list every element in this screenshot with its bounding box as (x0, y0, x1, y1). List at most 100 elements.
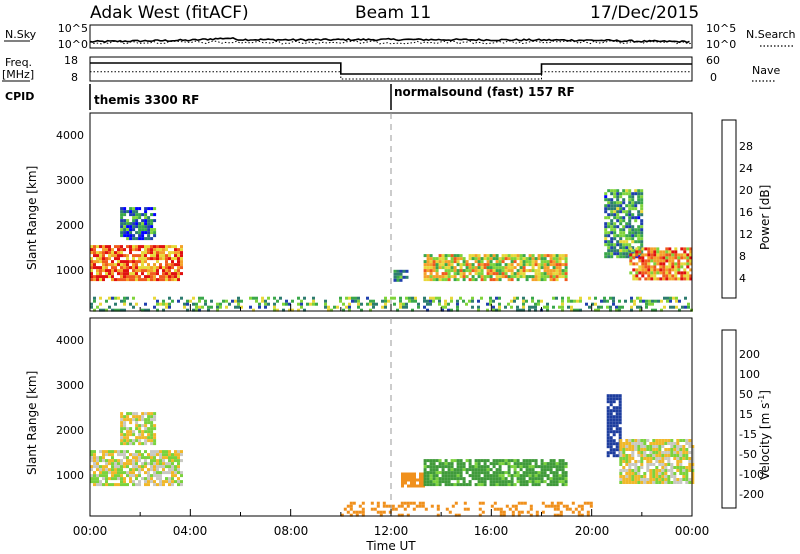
scatter-cell-0 (159, 257, 162, 261)
scatter-cell-3 (558, 254, 562, 258)
scatter-cell-6 (372, 302, 375, 306)
scatter-cell-3 (429, 480, 433, 484)
scatter-cell-4 (631, 204, 635, 208)
scatter-cell-3 (552, 459, 556, 463)
scatter-cell-5 (661, 445, 665, 448)
scatter-cell-0 (156, 474, 159, 478)
scatter-cell-6 (276, 308, 279, 312)
scatter-cell-3 (546, 260, 550, 264)
scatter-cell-5 (674, 265, 678, 269)
scatter-cell-4 (604, 204, 608, 208)
scatter-cell-3 (552, 474, 556, 478)
scatter-cell-4 (637, 252, 641, 256)
scatter-cell-6 (531, 296, 534, 300)
scatter-cell-3 (534, 257, 538, 261)
scatter-cell-6 (507, 302, 510, 306)
scatter-cell-1 (153, 213, 157, 217)
scatter-cell-5 (631, 448, 635, 451)
scatter-cell-3 (468, 272, 472, 276)
scatter-cell-3 (432, 459, 436, 463)
scatter-cell-6 (111, 296, 114, 300)
scatter-cell-0 (108, 248, 111, 252)
scatter-cell-4 (634, 231, 638, 235)
scatter-cell-5 (685, 451, 689, 454)
scatter-cell-5 (661, 460, 665, 463)
scatter-cell-3 (465, 260, 469, 264)
scatter-cell-3 (480, 263, 484, 267)
scatter-cell-4 (612, 394, 616, 398)
scatter-cell-0 (165, 263, 168, 267)
scatter-cell-3 (549, 480, 553, 484)
scatter-cell-3 (453, 254, 457, 258)
scatter-cell-6 (489, 299, 492, 303)
freq-label: Freq. (5, 56, 32, 69)
scatter-cell-3 (429, 254, 433, 258)
scatter-cell-1 (120, 433, 124, 437)
scatter-cell-3 (492, 471, 496, 475)
scatter-cell-3 (513, 254, 517, 258)
scatter-cell-3 (492, 483, 496, 487)
scatter-cell-6 (186, 302, 189, 306)
scatter-cell-6 (520, 501, 524, 505)
scatter-cell-5 (652, 439, 656, 442)
scatter-cell-6 (198, 296, 201, 300)
scatter-cell-6 (561, 308, 564, 312)
scatter-cell-0 (126, 269, 129, 273)
scatter-cell-5 (676, 460, 680, 463)
scatter-cell-3 (498, 459, 502, 463)
scatter-cell-3 (477, 477, 481, 481)
scatter-cell-5 (625, 448, 629, 451)
scatter-cell-3 (441, 462, 445, 466)
scatter-cell-1 (129, 442, 133, 446)
scatter-cell-5 (628, 448, 632, 451)
scatter-cell-6 (102, 308, 105, 312)
scatter-cell-3 (495, 269, 499, 273)
scatter-cell-3 (558, 468, 562, 472)
scatter-cell-3 (456, 257, 460, 261)
scatter-cell-5 (677, 277, 681, 281)
scatter-cell-2 (419, 475, 422, 479)
scatter-cell-5 (652, 454, 656, 457)
velocity-ytick-2000: 2000 (56, 424, 84, 437)
scatter-cell-0 (156, 483, 159, 487)
velocity-ytick-3000: 3000 (56, 379, 84, 392)
scatter-cell-3 (447, 269, 451, 273)
scatter-cell-6 (534, 305, 537, 309)
scatter-cell-3 (474, 465, 478, 469)
scatter-cell-6 (93, 296, 96, 300)
scatter-cell-0 (126, 459, 129, 463)
scatter-cell-3 (483, 257, 487, 261)
scatter-cell-0 (126, 275, 129, 279)
scatter-cell-3 (528, 260, 532, 264)
scatter-cell-0 (150, 269, 153, 273)
scatter-cell-6 (370, 501, 374, 505)
scatter-cell-3 (447, 462, 451, 466)
scatter-cell-3 (507, 459, 511, 463)
scatter-cell-0 (150, 275, 153, 279)
scatter-cell-1 (144, 222, 148, 226)
velocity-ylabel: Slant Range [km] (25, 371, 39, 475)
power-cbar-tick-20: 20 (739, 184, 753, 197)
scatter-cell-6 (499, 510, 503, 514)
scatter-cell-3 (531, 483, 535, 487)
scatter-cell-6 (90, 305, 93, 309)
scatter-cell-4 (631, 228, 635, 232)
scatter-cell-4 (612, 454, 616, 458)
scatter-cell-3 (501, 275, 505, 279)
scatter-cell-5 (619, 454, 623, 457)
scatter-cell-4 (631, 198, 635, 202)
scatter-cell-5 (685, 454, 689, 457)
scatter-cell-4 (637, 198, 641, 202)
scatter-cell-3 (525, 462, 529, 466)
scatter-cell-0 (171, 471, 174, 475)
scatter-cell-5 (647, 253, 651, 257)
scatter-cell-3 (438, 477, 442, 481)
scatter-cell-6 (606, 305, 609, 309)
scatter-cell-5 (688, 469, 692, 472)
scatter-cell-0 (114, 450, 117, 454)
scatter-cell-2 (393, 275, 397, 279)
scatter-cell-4 (634, 189, 638, 193)
scatter-cell-0 (90, 275, 93, 279)
scatter-cell-3 (429, 483, 433, 487)
scatter-cell-3 (525, 468, 529, 472)
